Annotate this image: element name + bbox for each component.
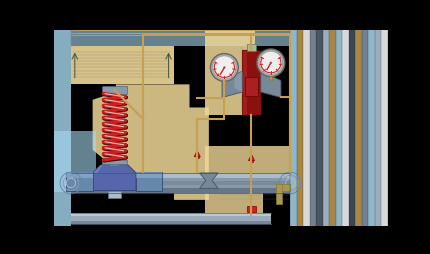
- Bar: [374, 30, 381, 226]
- Circle shape: [259, 51, 282, 74]
- Bar: [71, 30, 289, 46]
- Bar: [71, 173, 289, 193]
- Circle shape: [256, 49, 284, 77]
- Bar: [361, 30, 368, 226]
- Bar: [368, 30, 374, 226]
- Polygon shape: [221, 71, 242, 98]
- Circle shape: [212, 56, 236, 79]
- Bar: [242, 50, 260, 115]
- Polygon shape: [199, 173, 218, 188]
- Polygon shape: [194, 151, 200, 157]
- Bar: [242, 50, 246, 115]
- Bar: [296, 30, 303, 226]
- Bar: [195, 156, 198, 158]
- Bar: [269, 76, 272, 80]
- Bar: [71, 188, 289, 193]
- Bar: [54, 131, 96, 192]
- Bar: [246, 44, 255, 51]
- Bar: [66, 172, 92, 178]
- Bar: [66, 172, 92, 192]
- Bar: [276, 184, 282, 204]
- Polygon shape: [205, 146, 289, 215]
- Polygon shape: [92, 84, 209, 200]
- Bar: [354, 30, 361, 226]
- Bar: [108, 191, 120, 198]
- Bar: [309, 30, 316, 226]
- Bar: [276, 184, 289, 191]
- Bar: [289, 30, 296, 226]
- Bar: [316, 30, 322, 226]
- Polygon shape: [71, 46, 174, 84]
- Polygon shape: [234, 71, 242, 92]
- Bar: [71, 221, 270, 224]
- Polygon shape: [205, 30, 255, 115]
- Polygon shape: [92, 161, 136, 191]
- Polygon shape: [260, 71, 280, 98]
- Bar: [348, 30, 354, 226]
- Bar: [110, 119, 118, 165]
- Bar: [329, 30, 335, 226]
- Bar: [246, 206, 255, 212]
- Bar: [71, 213, 270, 216]
- Circle shape: [210, 54, 238, 81]
- Polygon shape: [248, 154, 254, 161]
- Polygon shape: [92, 161, 114, 173]
- Bar: [249, 160, 252, 162]
- Bar: [335, 30, 341, 226]
- Bar: [71, 181, 289, 185]
- Bar: [341, 30, 348, 226]
- Bar: [105, 117, 123, 121]
- Bar: [245, 77, 257, 96]
- Bar: [322, 30, 329, 226]
- Bar: [101, 86, 126, 94]
- Bar: [110, 119, 113, 165]
- Circle shape: [223, 66, 225, 69]
- Bar: [101, 160, 126, 164]
- Bar: [71, 213, 270, 224]
- Bar: [381, 30, 387, 226]
- Bar: [303, 30, 309, 226]
- Bar: [71, 173, 289, 178]
- Circle shape: [269, 62, 271, 64]
- Bar: [136, 172, 162, 178]
- Bar: [54, 30, 71, 226]
- Bar: [222, 81, 225, 84]
- Bar: [136, 172, 162, 192]
